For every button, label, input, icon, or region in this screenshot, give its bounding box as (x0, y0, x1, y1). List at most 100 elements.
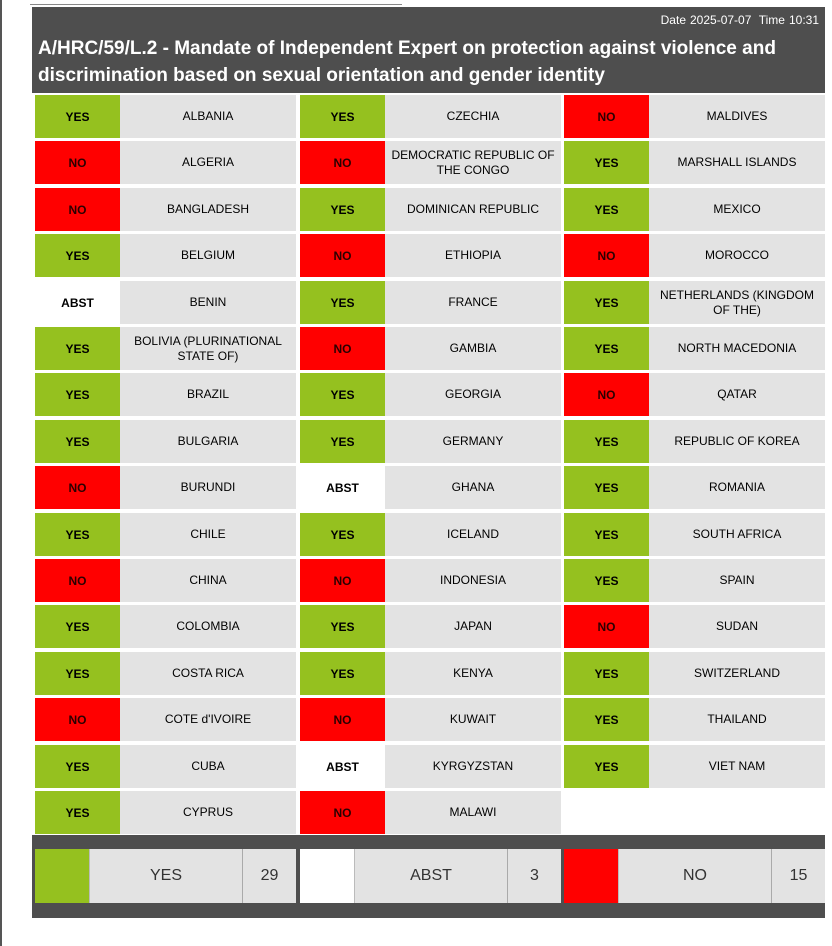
summary-swatch (564, 849, 618, 903)
vote-badge: YES (35, 513, 120, 556)
vote-row: YES SPAIN (564, 559, 825, 602)
vote-badge: YES (300, 513, 385, 556)
vote-badge: YES (300, 95, 385, 138)
vote-badge: NO (35, 141, 120, 184)
country-name: VIET NAM (649, 745, 825, 788)
country-name: COTE d'IVOIRE (120, 698, 296, 741)
country-name: MALAWI (385, 791, 561, 834)
vote-badge: YES (35, 652, 120, 695)
vote-badge: YES (35, 327, 120, 370)
vote-row: NO QATAR (564, 373, 825, 416)
vote-row: NO BURUNDI (35, 466, 296, 509)
vote-badge: YES (564, 513, 649, 556)
vote-badge: YES (35, 95, 120, 138)
summary-label: YES (89, 849, 242, 903)
vote-badge: YES (300, 420, 385, 463)
country-name: CYPRUS (120, 791, 296, 834)
vote-badge: NO (300, 559, 385, 602)
vote-row: YES SWITZERLAND (564, 652, 825, 695)
country-name: ALGERIA (120, 141, 296, 184)
country-name: MOROCCO (649, 234, 825, 277)
country-name: SPAIN (649, 559, 825, 602)
vote-badge: YES (35, 791, 120, 834)
vote-badge: YES (35, 605, 120, 648)
vote-row: YES GEORGIA (300, 373, 561, 416)
country-name: JAPAN (385, 605, 561, 648)
country-name: BULGARIA (120, 420, 296, 463)
vote-row: ABST BENIN (35, 281, 296, 324)
country-name: DEMOCRATIC REPUBLIC OF THE CONGO (385, 141, 561, 184)
vote-badge: NO (564, 234, 649, 277)
vote-row: YES MEXICO (564, 188, 825, 231)
vote-badge: ABST (300, 466, 385, 509)
country-name: SOUTH AFRICA (649, 513, 825, 556)
date-label: Date (660, 13, 686, 27)
vote-row: YES JAPAN (300, 605, 561, 648)
vote-badge: NO (300, 141, 385, 184)
vote-row: YES SOUTH AFRICA (564, 513, 825, 556)
country-name: DOMINICAN REPUBLIC (385, 188, 561, 231)
summary-no: NO 15 (564, 849, 825, 903)
vote-badge: ABST (300, 745, 385, 788)
vote-row: YES FRANCE (300, 281, 561, 324)
vote-badge: YES (300, 373, 385, 416)
summary-abst: ABST 3 (300, 849, 561, 903)
time-value: 10:31 (788, 13, 819, 27)
vote-badge: NO (564, 605, 649, 648)
country-name: ALBANIA (120, 95, 296, 138)
vote-row: YES ALBANIA (35, 95, 296, 138)
vote-row: YES CYPRUS (35, 791, 296, 834)
vote-row: NO COTE d'IVOIRE (35, 698, 296, 741)
vote-badge: YES (35, 745, 120, 788)
vote-badge: NO (300, 791, 385, 834)
country-name: GEORGIA (385, 373, 561, 416)
vote-row: NO ETHIOPIA (300, 234, 561, 277)
vote-row: NO DEMOCRATIC REPUBLIC OF THE CONGO (300, 141, 561, 184)
vote-row: YES NORTH MACEDONIA (564, 327, 825, 370)
top-rule (30, 4, 402, 5)
country-name: GERMANY (385, 420, 561, 463)
vote-badge: NO (564, 373, 649, 416)
vote-badge: NO (300, 327, 385, 370)
country-name: BELGIUM (120, 234, 296, 277)
page-left-border (0, 0, 2, 946)
summary-label: ABST (354, 849, 507, 903)
vote-badge: YES (564, 188, 649, 231)
time-label: Time (758, 13, 785, 27)
vote-badge: YES (564, 327, 649, 370)
vote-badge: YES (564, 281, 649, 324)
vote-badge: NO (35, 559, 120, 602)
vote-badge: NO (35, 188, 120, 231)
country-name: BOLIVIA (PLURINATIONAL STATE OF) (120, 327, 296, 370)
vote-row: NO CHINA (35, 559, 296, 602)
vote-row: YES CUBA (35, 745, 296, 788)
vote-row: NO KUWAIT (300, 698, 561, 741)
country-name: GHANA (385, 466, 561, 509)
summary-swatch (300, 849, 354, 903)
vote-row: NO GAMBIA (300, 327, 561, 370)
vote-badge: NO (35, 698, 120, 741)
vote-row: YES BULGARIA (35, 420, 296, 463)
country-name: COLOMBIA (120, 605, 296, 648)
vote-row: YES CHILE (35, 513, 296, 556)
vote-row: NO BANGLADESH (35, 188, 296, 231)
country-name: BANGLADESH (120, 188, 296, 231)
vote-badge: NO (564, 95, 649, 138)
vote-grid: YES ALBANIA NO ALGERIA NO BANGLADESH YES BELGIU… (32, 93, 825, 835)
country-name: BURUNDI (120, 466, 296, 509)
country-name: SUDAN (649, 605, 825, 648)
vote-row: YES ROMANIA (564, 466, 825, 509)
vote-badge: YES (35, 234, 120, 277)
country-name: CZECHIA (385, 95, 561, 138)
summary-yes: YES 29 (35, 849, 296, 903)
country-name: CHINA (120, 559, 296, 602)
country-name: SWITZERLAND (649, 652, 825, 695)
summary-count: 3 (507, 849, 561, 903)
country-name: FRANCE (385, 281, 561, 324)
country-name: NETHERLANDS (KINGDOM OF THE) (649, 281, 825, 324)
vote-row: NO ALGERIA (35, 141, 296, 184)
vote-badge: YES (300, 652, 385, 695)
vote-badge: YES (564, 698, 649, 741)
country-name: MARSHALL ISLANDS (649, 141, 825, 184)
summary-swatch (35, 849, 89, 903)
